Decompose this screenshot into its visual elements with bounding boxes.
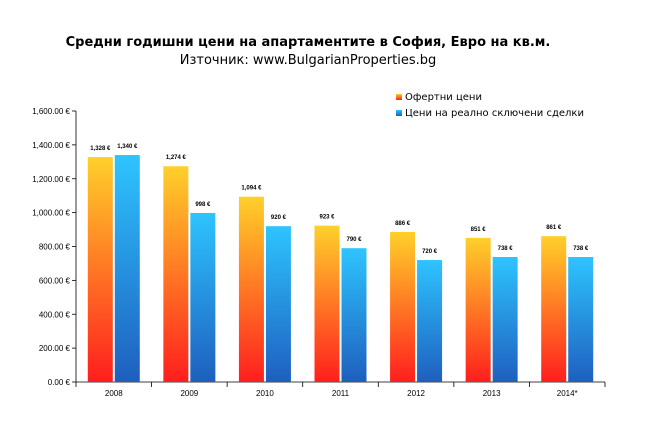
- axes: 0.00 € 200.00 € 400.00 € 600.00 € 800.00 € 1,…: [32, 107, 606, 398]
- data-label: 1,328 €: [90, 146, 111, 152]
- data-label: 720 €: [422, 249, 438, 255]
- x-tick-label: 2009: [180, 389, 198, 398]
- y-tick-label: 400.00 €: [39, 310, 71, 319]
- bar-offer-price: [314, 225, 340, 382]
- chart-title: Средни годишни цени на апартаментите в С…: [66, 35, 551, 50]
- y-tick-label: 200.00 €: [39, 344, 71, 353]
- bar-deal-price: [265, 226, 291, 382]
- x-tick-label: 2010: [256, 389, 274, 398]
- bar-offer-price: [238, 196, 264, 382]
- y-tick-label: 1,000.00 €: [32, 209, 70, 218]
- data-label: 861 €: [546, 225, 562, 231]
- bar-offer-price: [163, 166, 189, 382]
- x-tick-label: 2011: [332, 389, 350, 398]
- data-label: 738 €: [498, 246, 514, 252]
- x-tick-label: 2012: [407, 389, 425, 398]
- legend-label-offer: Офертни цени: [405, 92, 482, 103]
- data-label: 851 €: [471, 227, 487, 233]
- data-label: 920 €: [271, 215, 287, 221]
- data-labels: 1,328 € 1,340 € 1,274 € 998 € 1,094 € 920 € 92…: [90, 144, 589, 255]
- data-label: 1,340 €: [117, 144, 138, 150]
- bars: [87, 155, 594, 382]
- data-label: 998 €: [195, 202, 211, 208]
- bar-deal-price: [114, 155, 140, 382]
- legend-label-deals: Цени на реално сключени сделки: [405, 108, 584, 119]
- bar-offer-price: [541, 236, 567, 382]
- legend-swatch-deals: [396, 110, 402, 116]
- bar-deal-price: [341, 248, 367, 382]
- bar-deal-price: [417, 260, 443, 382]
- bar-deal-price: [568, 257, 594, 382]
- y-tick-label: 0.00 €: [48, 378, 71, 387]
- y-tick-label: 600.00 €: [39, 276, 71, 285]
- legend-swatch-offer: [396, 94, 402, 100]
- x-tick-label: 2014*: [557, 389, 578, 398]
- y-tick-label: 1,600.00 €: [32, 107, 70, 116]
- chart-subtitle: Източник: www.BulgarianProperties.bg: [180, 53, 436, 68]
- bar-offer-price: [390, 231, 416, 382]
- x-tick-label: 2008: [105, 389, 123, 398]
- y-tick-label: 1,200.00 €: [32, 175, 70, 184]
- x-tick-label: 2013: [483, 389, 501, 398]
- y-tick-label: 1,400.00 €: [32, 141, 70, 150]
- bar-offer-price: [87, 157, 113, 382]
- data-label: 886 €: [395, 221, 411, 227]
- data-label: 923 €: [319, 215, 335, 221]
- bar-offer-price: [465, 237, 491, 382]
- data-label: 738 €: [573, 246, 589, 252]
- bar-deal-price: [492, 257, 518, 382]
- bar-deal-price: [190, 212, 216, 382]
- y-tick-label: 800.00 €: [39, 243, 71, 252]
- data-label: 1,094 €: [241, 186, 262, 192]
- legend: Офертни цени Цени на реално сключени сде…: [396, 92, 584, 119]
- data-label: 790 €: [346, 237, 362, 243]
- data-label: 1,274 €: [166, 155, 187, 161]
